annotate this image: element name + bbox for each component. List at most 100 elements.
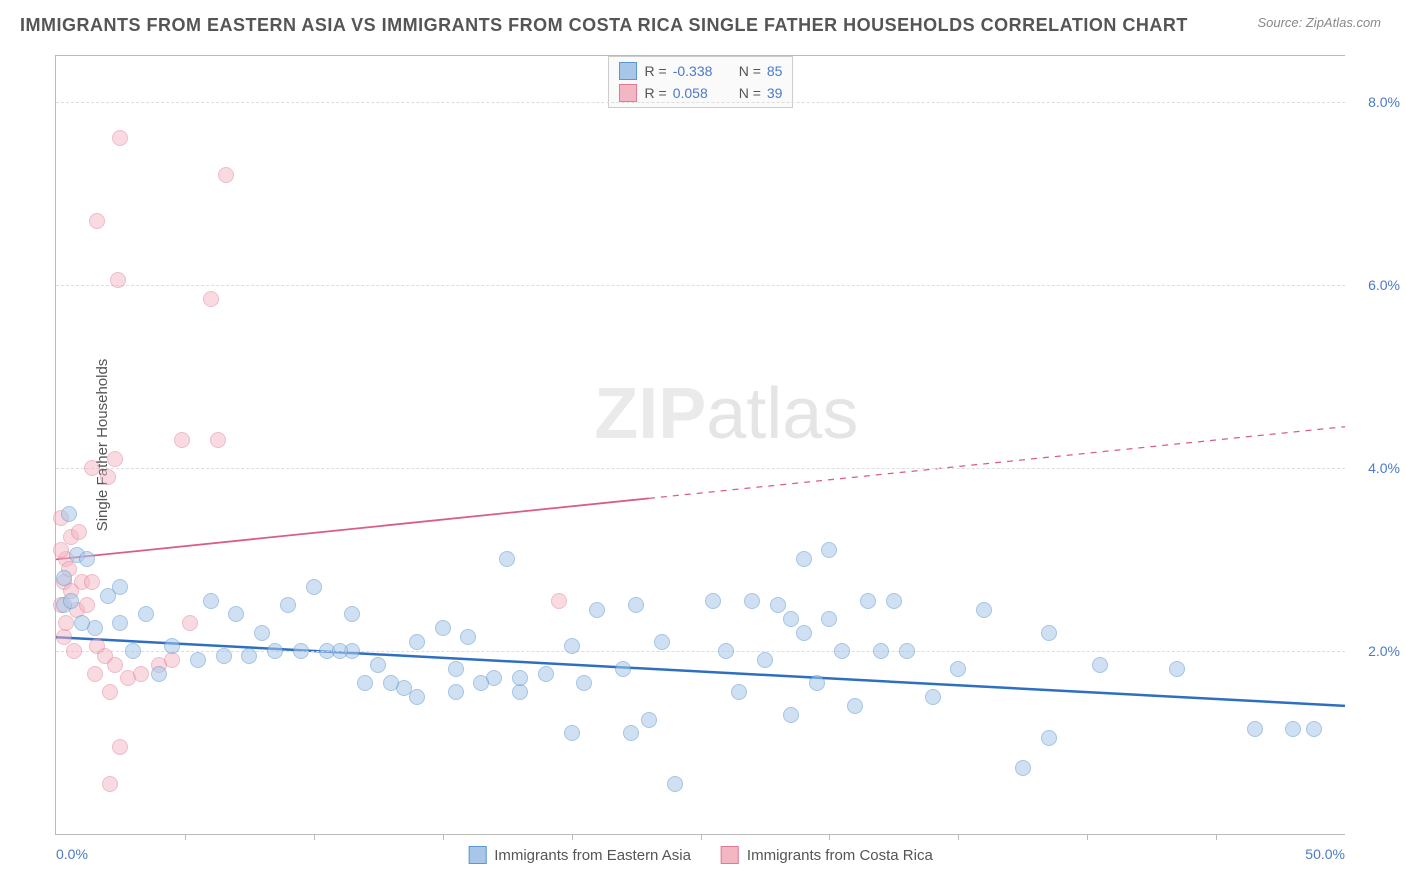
- data-point: [210, 432, 226, 448]
- r-equals: R =: [645, 63, 667, 79]
- data-point: [1015, 760, 1031, 776]
- data-point: [125, 643, 141, 659]
- data-point: [100, 469, 116, 485]
- n-equals: N =: [739, 85, 761, 101]
- data-point: [164, 638, 180, 654]
- data-point: [133, 666, 149, 682]
- data-point: [66, 643, 82, 659]
- n-value: 85: [767, 63, 783, 79]
- x-minor-tick: [958, 834, 959, 840]
- x-tick-label: 0.0%: [56, 846, 88, 862]
- legend-bottom: Immigrants from Eastern Asia Immigrants …: [468, 846, 933, 864]
- data-point: [667, 776, 683, 792]
- data-point: [102, 776, 118, 792]
- legend-swatch: [721, 846, 739, 864]
- data-point: [873, 643, 889, 659]
- y-tick-label: 8.0%: [1355, 94, 1400, 110]
- data-point: [53, 542, 69, 558]
- data-point: [448, 684, 464, 700]
- data-point: [306, 579, 322, 595]
- data-point: [589, 602, 605, 618]
- data-point: [89, 213, 105, 229]
- x-minor-tick: [829, 834, 830, 840]
- data-point: [1285, 721, 1301, 737]
- gridline: [56, 285, 1345, 286]
- legend-top: R = -0.338 N = 85 R = 0.058 N = 39: [608, 56, 794, 108]
- data-point: [1169, 661, 1185, 677]
- legend-top-row: R = -0.338 N = 85: [619, 60, 783, 82]
- data-point: [654, 634, 670, 650]
- data-point: [71, 524, 87, 540]
- watermark-thin: atlas: [706, 374, 858, 454]
- data-point: [615, 661, 631, 677]
- data-point: [770, 597, 786, 613]
- data-point: [950, 661, 966, 677]
- data-point: [107, 657, 123, 673]
- r-value: -0.338: [673, 63, 723, 79]
- data-point: [56, 629, 72, 645]
- data-point: [110, 272, 126, 288]
- data-point: [460, 629, 476, 645]
- data-point: [203, 291, 219, 307]
- data-point: [976, 602, 992, 618]
- legend-label: Immigrants from Costa Rica: [747, 847, 933, 864]
- legend-item: Immigrants from Eastern Asia: [468, 846, 691, 864]
- data-point: [112, 579, 128, 595]
- x-minor-tick: [701, 834, 702, 840]
- data-point: [796, 625, 812, 641]
- data-point: [499, 551, 515, 567]
- legend-item: Immigrants from Costa Rica: [721, 846, 933, 864]
- data-point: [821, 542, 837, 558]
- data-point: [218, 167, 234, 183]
- r-equals: R =: [645, 85, 667, 101]
- data-point: [61, 506, 77, 522]
- data-point: [718, 643, 734, 659]
- data-point: [538, 666, 554, 682]
- data-point: [623, 725, 639, 741]
- data-point: [102, 684, 118, 700]
- data-point: [332, 643, 348, 659]
- data-point: [1041, 625, 1057, 641]
- data-point: [448, 661, 464, 677]
- data-point: [1041, 730, 1057, 746]
- data-point: [809, 675, 825, 691]
- data-point: [357, 675, 373, 691]
- legend-label: Immigrants from Eastern Asia: [494, 847, 691, 864]
- source-label: Source: ZipAtlas.com: [1257, 15, 1381, 30]
- watermark-bold: ZIP: [594, 374, 706, 454]
- plot-area: Single Father Households ZIPatlas R = -0…: [55, 55, 1345, 835]
- data-point: [79, 551, 95, 567]
- data-point: [280, 597, 296, 613]
- data-point: [1247, 721, 1263, 737]
- data-point: [783, 611, 799, 627]
- data-point: [87, 666, 103, 682]
- x-minor-tick: [314, 834, 315, 840]
- data-point: [79, 597, 95, 613]
- data-point: [821, 611, 837, 627]
- data-point: [138, 606, 154, 622]
- data-point: [705, 593, 721, 609]
- data-point: [63, 593, 79, 609]
- x-minor-tick: [572, 834, 573, 840]
- data-point: [1306, 721, 1322, 737]
- data-point: [551, 593, 567, 609]
- data-point: [203, 593, 219, 609]
- data-point: [151, 666, 167, 682]
- data-point: [267, 643, 283, 659]
- data-point: [112, 739, 128, 755]
- data-point: [216, 648, 232, 664]
- data-point: [473, 675, 489, 691]
- data-point: [576, 675, 592, 691]
- data-point: [409, 689, 425, 705]
- data-point: [783, 707, 799, 723]
- data-point: [112, 615, 128, 631]
- data-point: [512, 684, 528, 700]
- data-point: [512, 670, 528, 686]
- data-point: [886, 593, 902, 609]
- data-point: [628, 597, 644, 613]
- y-tick-label: 2.0%: [1355, 643, 1400, 659]
- data-point: [731, 684, 747, 700]
- data-point: [641, 712, 657, 728]
- data-point: [84, 574, 100, 590]
- data-point: [182, 615, 198, 631]
